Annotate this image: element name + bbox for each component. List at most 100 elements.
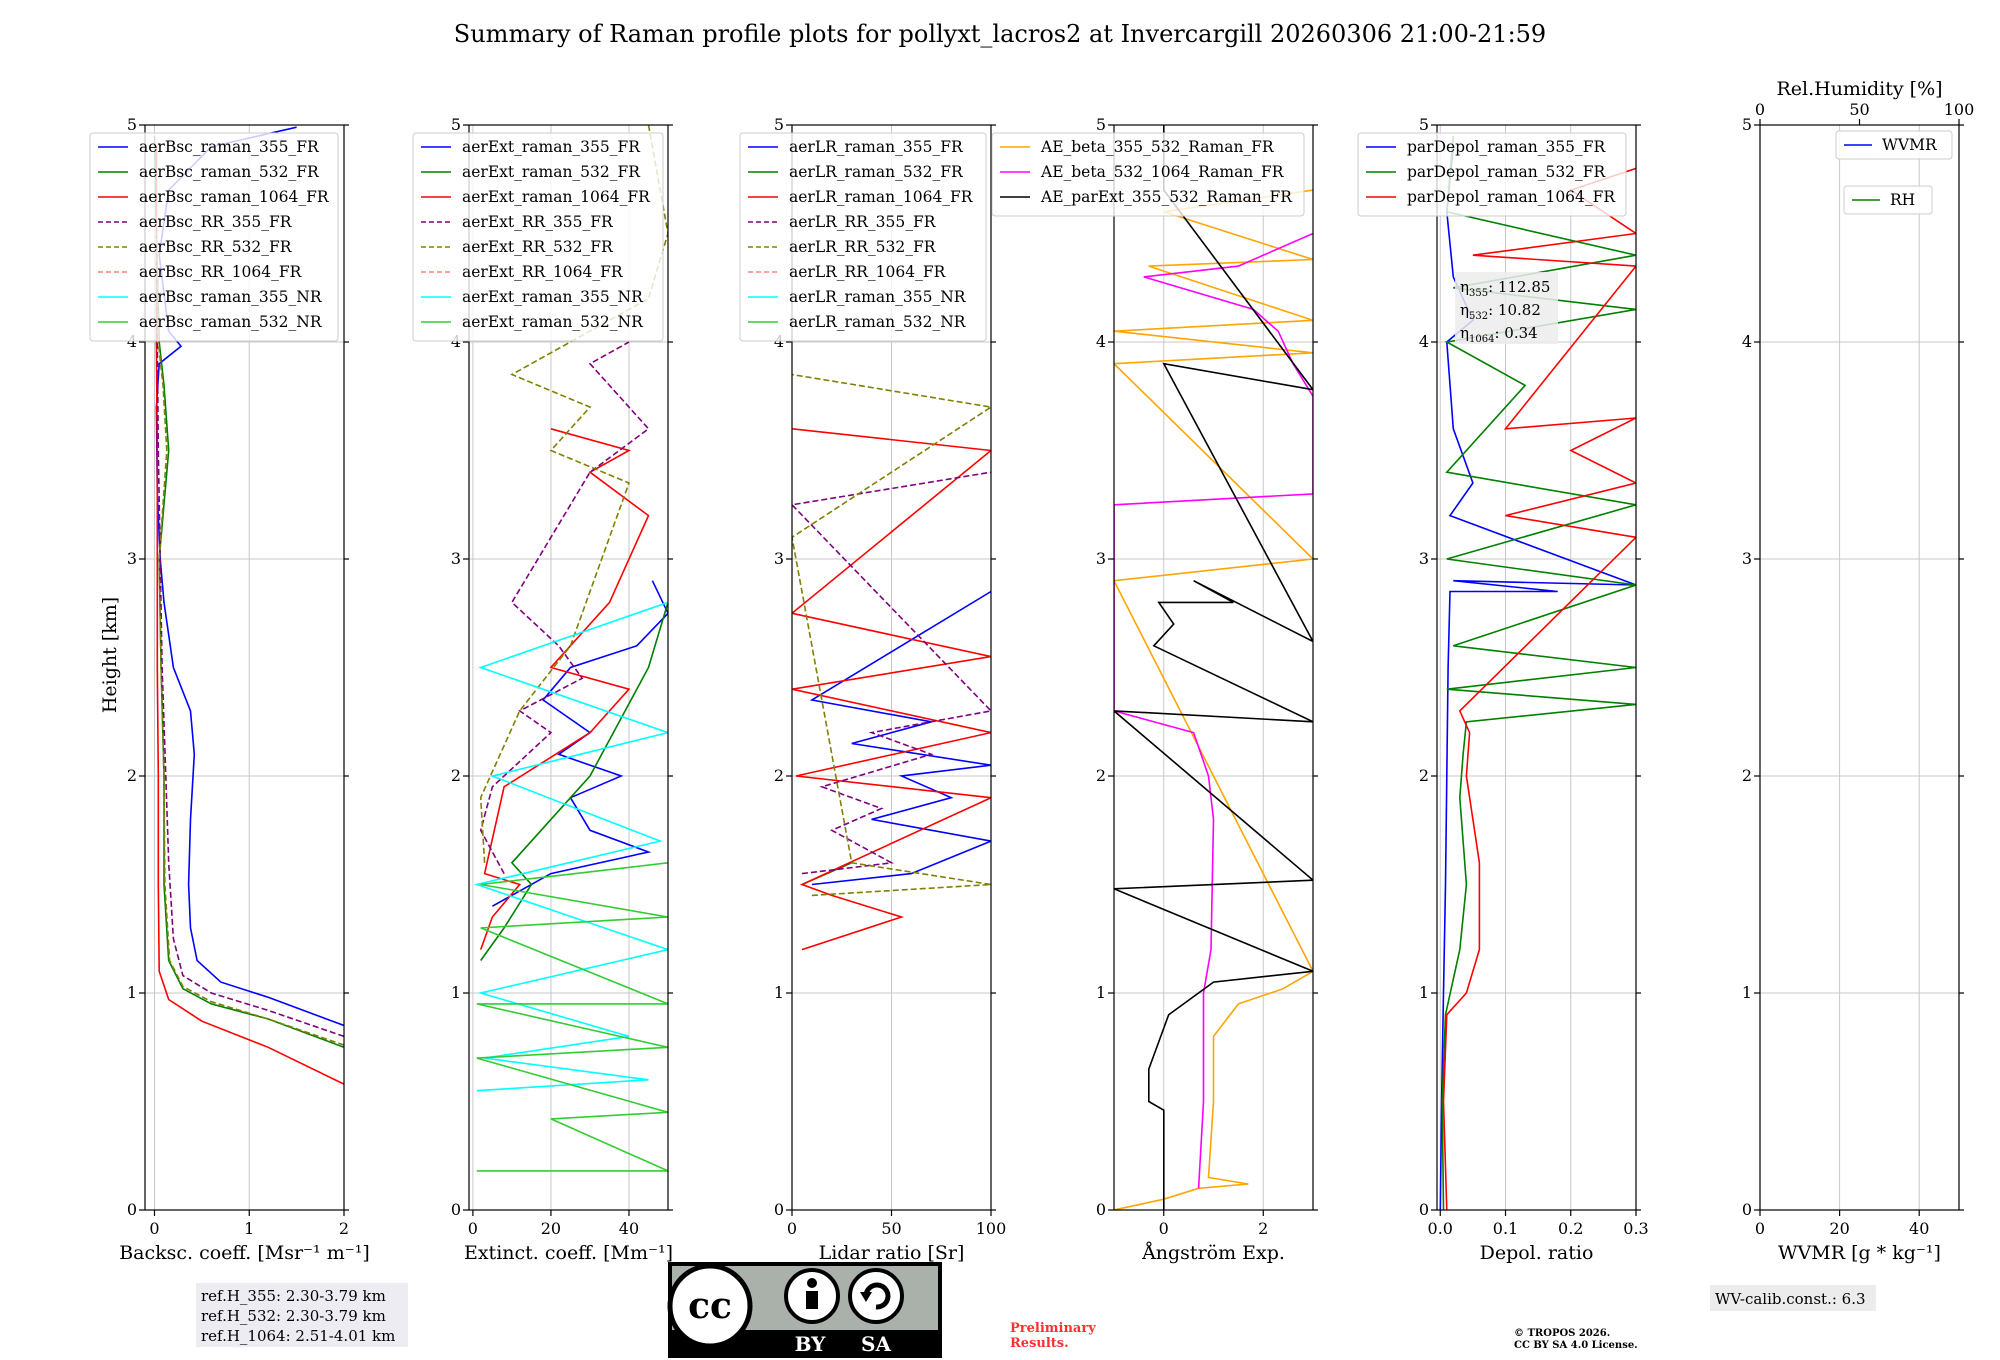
legend-ext: aerExt_raman_355_FR aerExt_raman_532_FRae… — [412, 132, 664, 342]
x-axis-label-ext: Extinct. coeff. [Mm⁻¹] — [464, 1242, 673, 1264]
x-tick-label: 20 — [541, 1219, 561, 1238]
y-tick-label: 1 — [774, 983, 784, 1002]
y-tick-label: 4 — [1742, 332, 1752, 351]
axes-frame — [468, 124, 669, 1211]
y-tick-label: 1 — [1096, 983, 1106, 1002]
axes-frame — [1436, 124, 1637, 1211]
x-tick-label: 0 — [787, 1219, 797, 1238]
y-tick-label: 0 — [1096, 1200, 1106, 1219]
y-tick-label: 0 — [127, 1200, 137, 1219]
legend-entry: aerBsc_raman_532_NR — [139, 313, 323, 331]
x-tick-label: 0 — [1755, 1219, 1765, 1238]
y-tick-label: 2 — [1419, 766, 1429, 785]
x-tick-label: 0.2 — [1558, 1219, 1583, 1238]
series-line-aerExt_raman_532_FR — [480, 602, 668, 961]
preliminary-line-2: Results. — [1010, 1336, 1069, 1351]
wv-calib-text: WV-calib.const.: 6.3 — [1715, 1290, 1866, 1308]
badge-sa-label: SA — [861, 1332, 891, 1356]
legend-entry: aerLR_RR_532_FR — [789, 238, 937, 256]
legend-entry: parDepol_raman_355_FR — [1407, 138, 1607, 156]
legend-entry: aerExt_raman_1064_FR — [462, 188, 651, 206]
top-x-tick-label: 50 — [1849, 100, 1869, 119]
y-tick-label: 0 — [774, 1200, 784, 1219]
legend-entry: aerExt_raman_532_NR — [462, 313, 644, 331]
preliminary-line-1: Preliminary — [1010, 1321, 1096, 1336]
copyright-line-2: CC BY SA 4.0 License. — [1514, 1340, 1638, 1351]
series-line-parDepol_raman_1064_FR — [1442, 167, 1636, 1210]
legend-entry: aerBsc_raman_355_FR — [139, 138, 320, 156]
legend-entry: aerLR_raman_355_FR — [789, 138, 964, 156]
y-tick-label: 4 — [1419, 332, 1429, 351]
y-tick-label: 5 — [774, 115, 784, 134]
legend-entry: aerExt_raman_355_FR — [462, 138, 641, 156]
y-tick-label: 5 — [127, 115, 137, 134]
x-axis-label-bsc: Backsc. coeff. [Msr⁻¹ m⁻¹] — [119, 1242, 370, 1264]
y-tick-label: 5 — [1096, 115, 1106, 134]
series-line-parDepol_raman_532_FR — [1441, 135, 1636, 1210]
cc-logo-text: cc — [688, 1285, 732, 1327]
series-line-aerExt_raman_355_NR — [473, 601, 668, 1092]
series-line-AE_parExt_355_532_Raman_FR — [1114, 125, 1313, 1210]
copyright-notice: © TROPOS 2026. CC BY SA 4.0 License. — [1514, 1328, 1638, 1351]
legend-depol: parDepol_raman_355_FR parDepol_raman_532_… — [1357, 132, 1627, 217]
y-tick-label: 3 — [1742, 549, 1752, 568]
cc-by-sa-license-badge: cc BY SA — [667, 1262, 942, 1358]
series-line-aerBsc_raman_532_FR — [153, 135, 344, 1049]
top-x-tick-label: 0 — [1755, 100, 1765, 119]
legend-wv: WVMR RH — [1835, 130, 1953, 215]
legend-entry: aerBsc_RR_355_FR — [139, 213, 293, 231]
copyright-line-1: © TROPOS 2026. — [1514, 1328, 1610, 1339]
legend-entry: aerBsc_raman_355_NR — [139, 288, 323, 306]
series-line-aerLR_raman_1064_FR — [792, 428, 991, 951]
reference-heights: ref.H_355: 2.30-3.79 km ref.H_532: 2.30-… — [196, 1283, 408, 1347]
axes-frame — [1759, 124, 1960, 1211]
y-tick-label: 0 — [1419, 1200, 1429, 1219]
eta-1064: η1064: 0.34 — [1460, 324, 1538, 345]
y-tick-label: 5 — [1419, 115, 1429, 134]
profile-panels: 012345012Backsc. coeff. [Msr⁻¹ m⁻¹]aerBs… — [89, 78, 1974, 1264]
legend-entry: aerLR_RR_1064_FR — [789, 263, 947, 281]
y-tick-label: 3 — [1419, 549, 1429, 568]
series-line-aerExt_RR_355_FR — [479, 341, 650, 874]
cc-logo-icon — [667, 1263, 753, 1349]
panel-ext: 01234502040Extinct. coeff. [Mm⁻¹]aerExt_… — [412, 115, 673, 1264]
x-tick-label: 20 — [1829, 1219, 1849, 1238]
figure-title: Summary of Raman profile plots for polly… — [454, 20, 1546, 48]
y-tick-label: 5 — [451, 115, 461, 134]
series-line-aerExt_raman_532_NR — [476, 862, 668, 1172]
panel-lr: 012345050100Lidar ratio [Sr]aerLR_raman_… — [739, 115, 1006, 1264]
preliminary-notice: Preliminary Results. — [1010, 1321, 1096, 1351]
panel-ae: 0 1 2 3 4 5 0 2 Ångström Exp. AE_beta_355_532_Ram… — [991, 115, 1318, 1264]
x-tick-label: 40 — [1909, 1219, 1929, 1238]
y-tick-label: 3 — [1096, 549, 1106, 568]
panel-bsc: 012345012Backsc. coeff. [Msr⁻¹ m⁻¹]aerBs… — [89, 115, 370, 1264]
y-tick-label: 3 — [451, 549, 461, 568]
legend-entry: aerExt_RR_1064_FR — [462, 263, 624, 281]
legend-entry: aerLR_raman_1064_FR — [789, 188, 974, 206]
x-tick-label: 40 — [619, 1219, 639, 1238]
legend-entry: aerLR_raman_355_NR — [789, 288, 967, 306]
x-tick-label: 0 — [149, 1219, 159, 1238]
eta-annotation: η355: 112.85 η532: 10.82 η1064: 0.34 — [1455, 272, 1558, 345]
y-tick-label: 0 — [451, 1200, 461, 1219]
series-line-aerBsc_RR_532_FR — [155, 233, 344, 1046]
legend-entry: AE_beta_532_1064_Raman_FR — [1040, 163, 1285, 181]
wv-calibration-constant: WV-calib.const.: 6.3 — [1710, 1285, 1876, 1311]
series-line-aerBsc_RR_355_FR — [155, 233, 344, 1038]
legend-ae: AE_beta_355_532_Raman_FR AE_beta_532_1064… — [991, 132, 1305, 217]
legend-bsc: aerBsc_raman_355_FR aerBsc_raman_532_FRae… — [89, 132, 339, 342]
y-tick-label: 1 — [1419, 983, 1429, 1002]
axes-frame — [144, 124, 345, 1211]
legend-entry: aerBsc_RR_532_FR — [139, 238, 293, 256]
series-line-aerLR_raman_355_FR — [809, 590, 991, 886]
y-tick-label: 3 — [774, 549, 784, 568]
y-tick-label: 1 — [451, 983, 461, 1002]
legend-entry: aerBsc_raman_532_FR — [139, 163, 320, 181]
x-tick-label: 50 — [881, 1219, 901, 1238]
legend-entry: aerLR_raman_532_NR — [789, 313, 967, 331]
x-axis-label-lr: Lidar ratio [Sr] — [819, 1242, 965, 1264]
legend-entry: parDepol_raman_532_FR — [1407, 163, 1607, 181]
ref-height-355: ref.H_355: 2.30-3.79 km — [201, 1287, 386, 1305]
x-tick-label: 2 — [339, 1219, 349, 1238]
